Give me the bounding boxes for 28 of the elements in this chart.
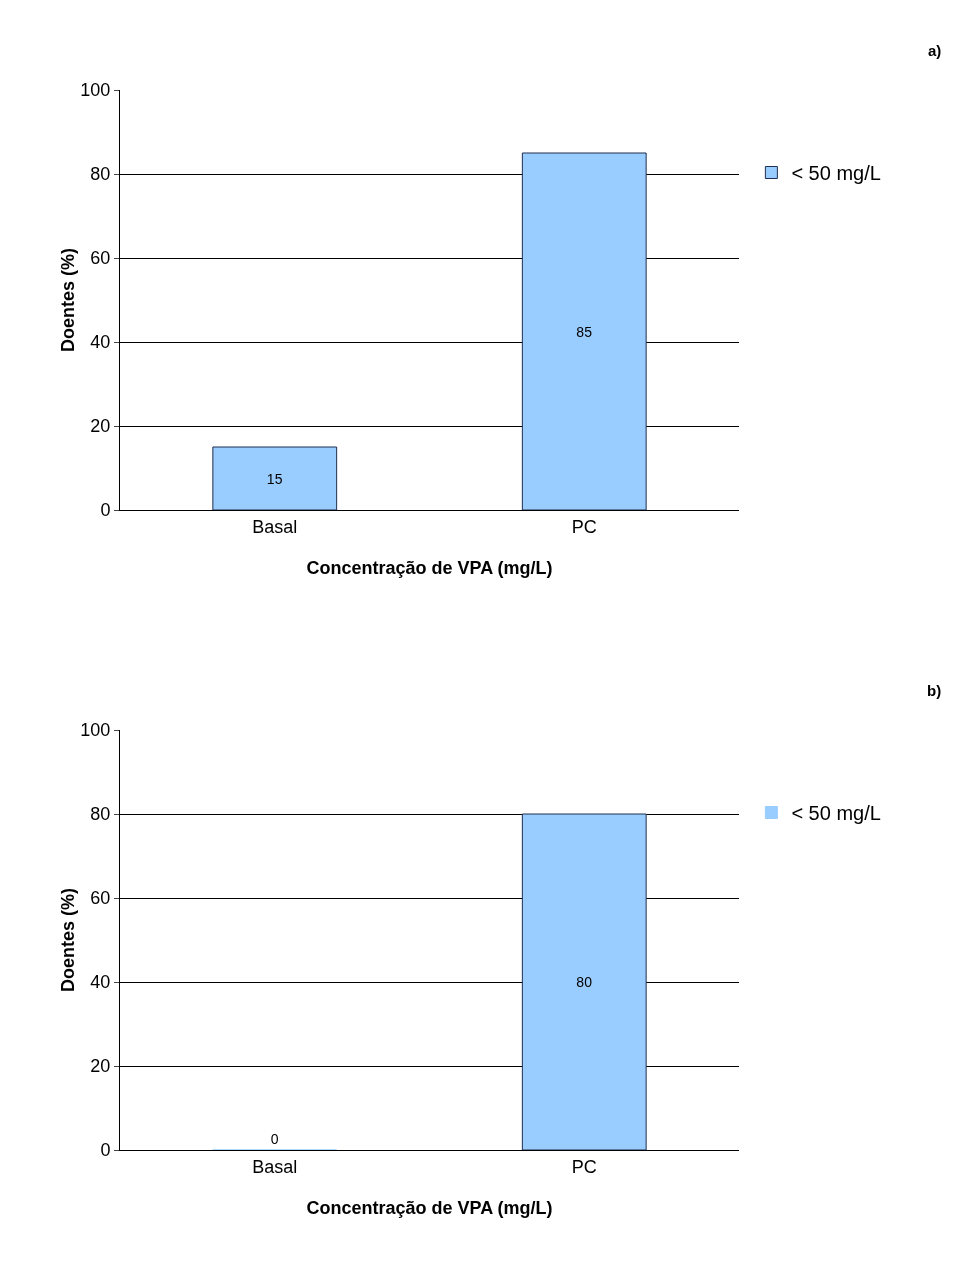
y-tick-label: 100 [80,720,111,741]
data-label: 15 [266,470,283,487]
y-tick-label: 100 [80,80,111,101]
data-label: 80 [576,974,593,990]
y-tick-label: 20 [90,1056,111,1077]
text: b) [927,682,942,699]
y-tick-label: 60 [90,888,111,909]
y-tick-label: 80 [90,164,111,185]
y-axis-title: Doentes (%) [58,887,78,993]
x-tick-label: PC [571,1156,597,1177]
y-tick-label: 0 [100,500,111,521]
x-tick-label: Basal [252,1156,298,1177]
y-tick-label: 0 [100,1140,111,1161]
y-tick-label: 20 [90,416,111,437]
legend-label: < 50 mg/L [791,162,881,185]
y-tick-label: 40 [90,332,111,353]
data-label: 0 [270,1131,279,1147]
text: a) [928,42,942,59]
y-tick-label: 40 [90,972,111,993]
x-axis-title: Concentração de VPA (mg/L) [306,557,553,578]
y-axis-title: Doentes (%) [58,247,78,353]
x-tick-label: Basal [252,516,298,537]
x-axis-title: Concentração de VPA (mg/L) [306,1197,553,1218]
y-tick-label: 80 [90,804,111,825]
y-tick-label: 60 [90,248,111,269]
x-tick-label: PC [571,516,597,537]
data-label: 85 [576,323,593,340]
legend-label: < 50 mg/L [791,802,881,825]
